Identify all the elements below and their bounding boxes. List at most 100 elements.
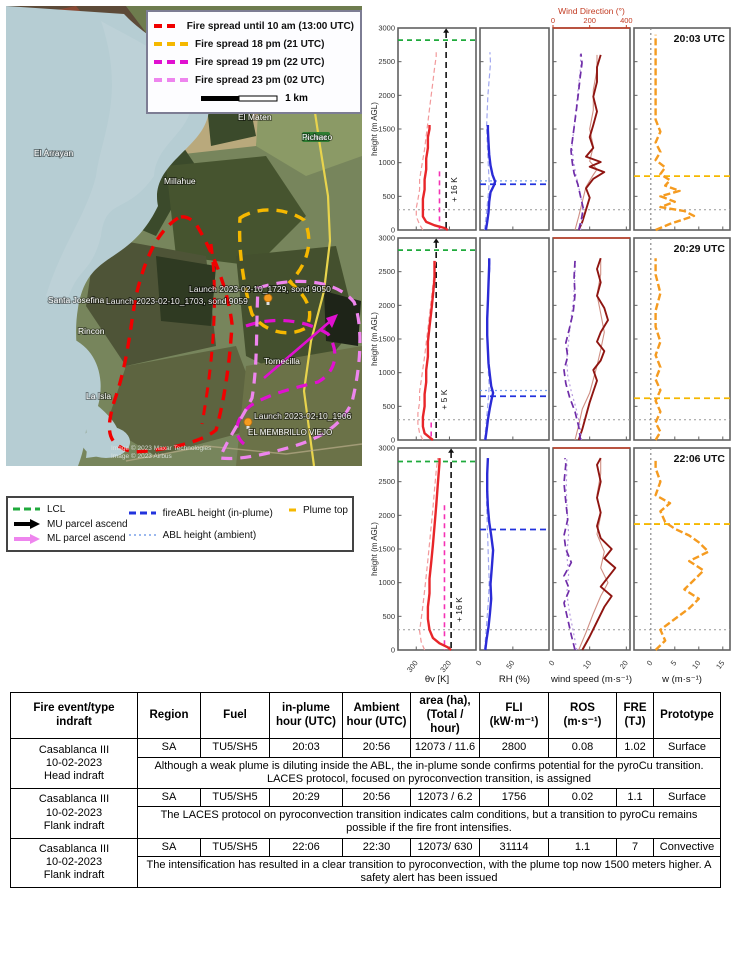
profile-series-wd_amb [566, 260, 582, 441]
profile-series-wd_amb [571, 53, 584, 231]
wind-direction-axis-label: Wind Direction (°) [558, 6, 625, 16]
y-tick-label: 500 [382, 612, 395, 621]
y-tick-label: 500 [382, 192, 395, 201]
table-cell-area: 12073 / 6.2 [410, 787, 480, 808]
launch-label: Launch 2023-02-10_1729, sond 9050 [189, 284, 331, 294]
fire-perimeter-21utc [237, 208, 312, 335]
table-header: FRE (TJ) [616, 691, 654, 740]
profile-legend-label: Plume top [302, 504, 348, 516]
profile-legend-item: ABL height (ambient) [128, 527, 288, 543]
map-place-label: EL MEMBRILLO VIEJO [248, 428, 332, 437]
fire-spread-legend-label: Fire spread 18 pm (21 UTC) [195, 38, 325, 50]
event-cell: Casablanca III 10-02-2023 Flank indraft [10, 837, 138, 889]
table-header: Ambient hour (UTC) [342, 691, 411, 740]
sounding-time-label: 22:06 UTC [674, 453, 726, 465]
panel-frame-rh [479, 447, 550, 651]
table-cell-fli: 31114 [479, 837, 549, 857]
fire-event-table: Fire event/type indraft Region Fuel in-plum… [10, 691, 721, 889]
indraft-arrow [326, 314, 338, 328]
wind-dir-tick-label: 0 [551, 16, 555, 25]
x-tick-label: 320 [438, 659, 453, 674]
profile-legend-label: ML parcel ascend [47, 533, 126, 545]
table-cell-inplume: 22:06 [269, 837, 343, 857]
map-place-label: Santa Josefina [48, 295, 105, 305]
y-tick-label: 2500 [378, 57, 395, 66]
profile-legend-item: Plume top [288, 502, 348, 518]
sounding-profile-panels: height (m AGL) 0 500 1000 1500 2000 2500 3000 + … [366, 4, 731, 688]
y-tick-label: 1500 [378, 335, 395, 344]
profile-legend-label: LCL [47, 503, 66, 515]
profile-series-wd_in [570, 53, 585, 231]
x-tick-label: 5 [669, 659, 679, 668]
fire-perimeter-1300utc [107, 215, 234, 454]
table-header: in-plume hour (UTC) [269, 691, 343, 740]
panel-frame-rh [479, 27, 550, 231]
x-tick-label: 10 [690, 659, 702, 671]
fire-spread-legend-item: Fire spread 23 pm (02 UTC) [154, 71, 354, 89]
profile-series-ws_in [577, 257, 609, 441]
sounding-grid: height (m AGL)050010001500200025003000+ … [370, 6, 731, 685]
table-note-row: The intensification has resulted in a cl… [11, 855, 721, 889]
profile-series-w_in [654, 458, 710, 651]
y-tick-label: 2000 [378, 511, 395, 520]
wind-dir-tick-label: 200 [583, 16, 596, 25]
fire-spread-legend: Fire spread until 10 am (13:00 UTC) Fire … [146, 10, 362, 114]
map-place-label: Pichaco [302, 132, 333, 142]
profile-legend: LCL MU parcel ascend ML parcel ascend fireA… [6, 496, 354, 552]
table-header: area (ha), (Total / hour) [410, 691, 480, 740]
dashed-line-swatch [289, 508, 298, 512]
table-cell-ros: 0.08 [548, 738, 617, 758]
fire-perimeter-22utc [235, 318, 337, 446]
table-cell-fuel: TU5/SH5 [200, 787, 270, 808]
profile-series-w_in [654, 34, 696, 232]
map-place-label: La Isla [86, 391, 111, 401]
fire-spread-legend-item: Fire spread until 10 am (13:00 UTC) [154, 17, 354, 35]
table-cell-region: SA [137, 837, 201, 857]
panel-frame-wind [552, 447, 631, 651]
fire-perimeter-inner-red [200, 243, 216, 425]
launch-balloon-icons [243, 293, 273, 429]
profile-series-ws_in [581, 457, 617, 651]
profile-legend-item: LCL [12, 502, 128, 517]
x-tick-label: 300 [405, 659, 420, 674]
y-tick-label: 3000 [378, 24, 395, 33]
table-cell-area: 12073/ 630 [410, 837, 480, 857]
event-cell: Casablanca III 10-02-2023 Head indraft [10, 738, 138, 789]
table-cell-inplume: 20:29 [269, 787, 343, 808]
mu-parcel-arrowhead [433, 238, 440, 243]
x-axis-label-theta: θv [K] [425, 674, 449, 685]
table-cell-prototype: Convective [653, 837, 721, 857]
table-cell-fuel: TU5/SH5 [200, 837, 270, 857]
profile-legend-item: MU parcel ascend [12, 517, 128, 532]
table-header: ROS (m·s⁻¹) [548, 691, 617, 740]
profile-legend-label: ABL height (ambient) [162, 529, 257, 541]
profile-series-rh_in [484, 125, 497, 231]
table-cell-fli: 1756 [479, 787, 549, 808]
panel-frame-w [633, 27, 731, 231]
table-cell-fre: 1.02 [616, 738, 654, 758]
profile-legend-label: MU parcel ascend [47, 518, 128, 530]
scalebar-graphic [201, 95, 278, 102]
profile-series-theta_amb [415, 52, 437, 231]
scalebar-label: 1 km [285, 93, 308, 104]
map-place-label: Rincon [78, 326, 105, 336]
panel-frame-w [633, 447, 731, 651]
y-tick-label: 0 [391, 646, 395, 655]
table-header: Prototype [653, 691, 721, 740]
x-axis-label-w: w (m·s⁻¹) [661, 674, 702, 685]
y-tick-label: 0 [391, 226, 395, 235]
table-note-row: Although a weak plume is diluting inside… [11, 756, 721, 789]
y-tick-label: 1500 [378, 125, 395, 134]
table-cell-prototype: Surface [653, 738, 721, 758]
panel-frame-theta [397, 27, 477, 231]
fire-perimeter-02utc [217, 279, 362, 461]
y-tick-label: 2000 [378, 91, 395, 100]
launch-label: Launch 2023-02-10_1703, sond 9059 [106, 296, 248, 306]
x-axis-label-wind: wind speed (m·s⁻¹) [550, 674, 632, 685]
table-cell-fli: 2800 [479, 738, 549, 758]
profile-series-rh_in [484, 458, 495, 651]
x-tick-label: 0 [474, 659, 484, 668]
table-header: Fire event/type indraft [10, 691, 138, 740]
dashed-line-swatch [154, 42, 188, 46]
table-row: Casablanca III 10-02-2023 Flank indraft S… [10, 787, 721, 839]
